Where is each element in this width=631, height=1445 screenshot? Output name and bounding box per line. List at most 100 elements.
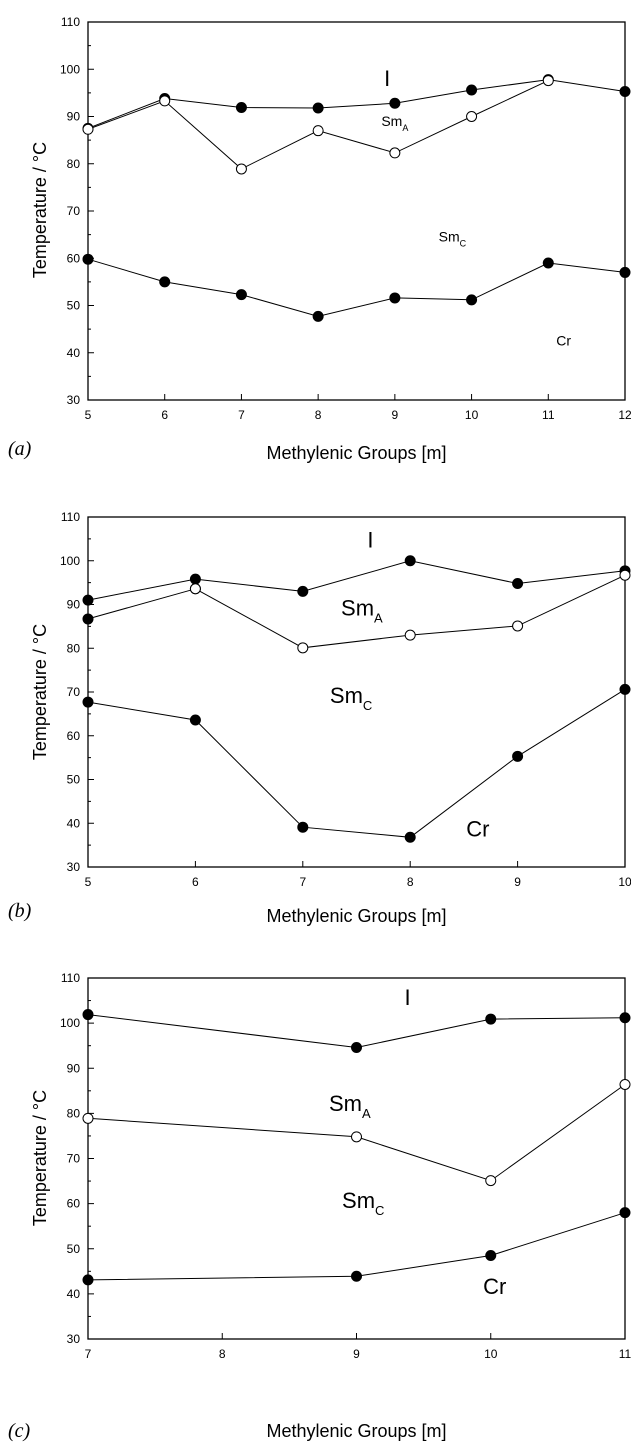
- data-point-series-3: [619, 266, 631, 278]
- data-point-series-1: [389, 97, 401, 109]
- x-tick-label: 10: [618, 875, 631, 889]
- data-point-series-3: [351, 1270, 362, 1282]
- data-point-series-1: [312, 102, 324, 114]
- phase-label: I: [404, 985, 410, 1010]
- data-point-series-1: [619, 1012, 631, 1024]
- data-point-series-4: [404, 831, 416, 843]
- y-tick-label: 30: [67, 1332, 81, 1346]
- phase-label: SmC: [342, 1188, 384, 1218]
- data-point-series-3: [312, 310, 324, 322]
- data-point-series-3: [297, 642, 309, 654]
- data-point-series-1: [512, 578, 524, 589]
- data-point-series-3: [159, 276, 171, 288]
- chart-panel-3: 30 40 50 60 70 80 90 100 110 7 8 9 10 11 Methylenic Gr…: [8, 971, 631, 1442]
- series-line-3: [87, 1212, 626, 1281]
- y-tick-label: 80: [67, 157, 81, 171]
- y-tick-label: 40: [67, 816, 81, 830]
- y-axis-label: Temperature / °C: [30, 1090, 50, 1226]
- data-point-series-2: [619, 1078, 631, 1090]
- data-point-series-3: [389, 292, 401, 304]
- x-tick-label: 9: [514, 875, 521, 889]
- chart-panel-1: 30 40 50 60 70 80 90 100 110 5 6 7 8 9 10 11 12 Methyleni…: [8, 15, 631, 463]
- series-line-1: [87, 1014, 626, 1049]
- data-point-series-3: [542, 257, 554, 269]
- data-point-series-1: [619, 85, 631, 97]
- x-tick-label: 6: [161, 408, 168, 422]
- phase-label: SmA: [329, 1091, 371, 1121]
- x-tick-label: 11: [542, 408, 555, 422]
- y-axis-label: Temperature / °C: [30, 142, 50, 278]
- data-point-series-3: [404, 629, 416, 641]
- phase-label: SmC: [439, 229, 467, 249]
- y-tick-label: 110: [61, 15, 80, 29]
- y-tick-label: 110: [61, 971, 80, 985]
- plot-frame: [87, 977, 626, 1340]
- phase-label: Cr: [556, 333, 571, 349]
- data-point-series-2: [82, 613, 94, 625]
- data-point-series-3: [189, 583, 201, 595]
- x-axis-label: Methylenic Groups [m]: [266, 906, 446, 926]
- y-tick-label: 50: [67, 1242, 81, 1256]
- phase-label: SmC: [330, 683, 372, 713]
- data-point-series-3: [466, 294, 478, 306]
- series-line-1: [87, 79, 626, 129]
- series-line-1: [87, 560, 626, 601]
- x-tick-label: 6: [192, 875, 199, 889]
- data-point-series-2: [82, 1112, 94, 1124]
- y-tick-label: 40: [67, 346, 81, 360]
- y-tick-label: 40: [67, 1287, 81, 1301]
- data-point-series-1: [235, 102, 247, 114]
- y-tick-label: 60: [67, 729, 81, 743]
- y-tick-label: 70: [67, 1152, 81, 1166]
- x-tick-label: 8: [219, 1347, 226, 1361]
- data-point-series-3: [82, 253, 94, 265]
- y-tick-label: 50: [67, 773, 81, 787]
- x-tick-label: 5: [85, 408, 92, 422]
- series-line-2: [87, 588, 196, 620]
- data-point-series-4: [189, 714, 201, 726]
- panel-label: (c): [8, 1420, 31, 1442]
- data-point-series-1: [485, 1013, 497, 1025]
- series-line-2: [87, 80, 549, 170]
- data-point-series-1: [351, 1041, 362, 1053]
- y-tick-label: 90: [67, 1061, 81, 1075]
- x-tick-label: 8: [407, 875, 414, 889]
- data-point-series-3: [512, 620, 524, 632]
- data-point-series-2: [485, 1175, 497, 1187]
- data-point-series-2: [542, 75, 554, 87]
- data-point-series-3: [485, 1250, 497, 1262]
- phase-label: I: [384, 66, 390, 91]
- data-point-series-1: [466, 84, 478, 96]
- data-point-series-3: [235, 289, 247, 301]
- x-tick-label: 9: [392, 408, 399, 422]
- y-tick-label: 50: [67, 299, 81, 313]
- data-point-series-2: [312, 125, 324, 137]
- y-tick-label: 30: [67, 393, 81, 407]
- x-tick-label: 9: [353, 1347, 360, 1361]
- y-tick-label: 100: [60, 62, 80, 76]
- phase-label: Cr: [466, 816, 489, 841]
- data-point-series-4: [619, 683, 631, 695]
- y-tick-label: 100: [60, 554, 80, 568]
- data-point-series-2: [351, 1131, 362, 1143]
- data-point-series-1: [189, 573, 201, 585]
- y-tick-label: 70: [67, 204, 81, 218]
- x-tick-label: 10: [484, 1347, 498, 1361]
- y-tick-label: 60: [67, 1197, 81, 1211]
- x-tick-label: 10: [465, 408, 479, 422]
- data-point-series-3: [619, 569, 631, 581]
- data-point-series-2: [466, 111, 478, 122]
- data-point-series-1: [404, 555, 416, 567]
- data-point-series-2: [159, 95, 171, 107]
- data-point-series-3: [619, 1207, 631, 1219]
- y-tick-label: 80: [67, 641, 81, 655]
- data-point-series-4: [82, 696, 94, 708]
- x-tick-label: 7: [238, 408, 245, 422]
- x-tick-label: 8: [315, 408, 322, 422]
- x-tick-label: 5: [85, 875, 92, 889]
- x-tick-label: 11: [619, 1347, 631, 1361]
- phase-label: Cr: [483, 1274, 506, 1299]
- x-tick-label: 7: [85, 1347, 92, 1361]
- panel-label: (b): [8, 900, 32, 922]
